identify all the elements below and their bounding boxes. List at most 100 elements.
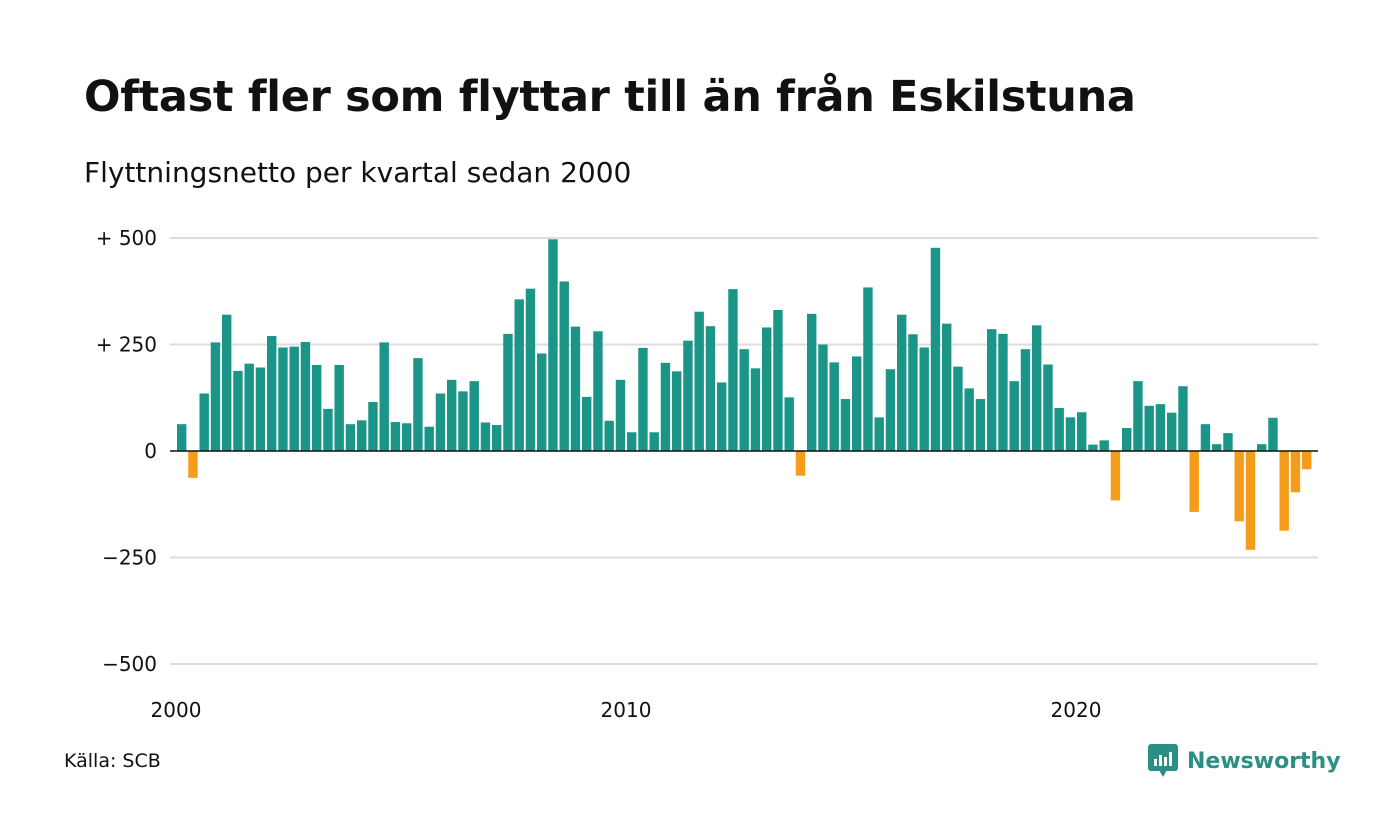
bar — [604, 420, 614, 451]
bar — [469, 381, 479, 451]
bar — [1257, 444, 1267, 451]
bar — [514, 299, 524, 451]
bar — [1043, 364, 1053, 451]
bar — [368, 402, 378, 451]
bar — [930, 247, 941, 451]
bar — [863, 287, 873, 451]
x-tick-label: 2020 — [1051, 698, 1102, 722]
bar — [424, 426, 434, 451]
bar — [739, 349, 749, 451]
bar — [1223, 433, 1233, 451]
bar — [784, 397, 794, 451]
bar — [1099, 440, 1109, 451]
bar — [728, 289, 738, 451]
bar — [1065, 417, 1076, 451]
bar — [953, 366, 963, 451]
bar — [1032, 325, 1042, 451]
bar — [638, 347, 648, 451]
bar — [345, 424, 356, 451]
bar — [818, 344, 828, 451]
bar — [987, 329, 997, 451]
bar — [480, 422, 491, 451]
bar — [840, 399, 851, 451]
bar — [1133, 381, 1143, 451]
bar — [289, 346, 299, 451]
bar — [874, 417, 884, 451]
x-tick-label: 2000 — [151, 698, 202, 722]
bar — [312, 364, 322, 451]
bar — [548, 239, 558, 451]
chart-subtitle: Flyttningsnetto per kvartal sedan 2000 — [84, 156, 632, 189]
bar — [537, 353, 547, 451]
bar — [964, 388, 974, 451]
y-tick-label: 0 — [144, 439, 157, 463]
newsworthy-logo-icon — [1148, 744, 1178, 777]
bar — [1302, 451, 1312, 470]
bar — [694, 311, 704, 451]
bar — [323, 408, 333, 451]
bar — [199, 393, 209, 451]
bar — [672, 371, 682, 451]
bar — [255, 367, 266, 451]
bar — [1200, 424, 1211, 451]
axes: + 500 + 250 0 −250 −500 2000 2010 2020 — [96, 226, 1318, 722]
bar — [750, 368, 761, 451]
chart-title: Oftast fler som flyttar till än från Esk… — [84, 72, 1136, 122]
x-tick-label: 2010 — [601, 698, 652, 722]
bar — [942, 323, 952, 451]
bar — [1290, 451, 1301, 493]
bar — [627, 432, 637, 451]
bar — [582, 396, 592, 451]
bar — [379, 342, 389, 451]
bar — [717, 382, 727, 451]
bar — [1009, 381, 1019, 451]
bar — [244, 363, 254, 451]
bar — [447, 379, 457, 451]
bar — [435, 393, 446, 451]
bar — [413, 358, 423, 451]
bar — [1077, 412, 1087, 451]
bar — [1245, 451, 1256, 550]
bar — [1268, 417, 1278, 451]
y-tick-label: + 500 — [96, 226, 157, 250]
bar — [1234, 451, 1244, 522]
brand-name: Newsworthy — [1187, 748, 1341, 774]
bar — [1212, 444, 1222, 451]
bar — [525, 288, 536, 451]
bar — [1144, 405, 1154, 451]
bar — [300, 341, 311, 451]
bar — [1088, 444, 1098, 451]
bar — [829, 362, 839, 451]
bar — [1279, 451, 1289, 531]
y-tick-label: −500 — [102, 652, 157, 676]
bar — [1020, 349, 1031, 451]
bar — [278, 347, 288, 451]
bars — [177, 239, 1312, 550]
bar — [559, 281, 569, 451]
bar — [919, 347, 929, 451]
bar — [649, 432, 659, 451]
bar — [660, 362, 671, 451]
bar — [1189, 451, 1199, 512]
bar — [492, 425, 502, 451]
bar — [1167, 412, 1177, 451]
bar — [334, 364, 344, 451]
y-tick-label: −250 — [102, 546, 157, 570]
grid-lines — [170, 237, 1318, 665]
bar — [458, 391, 468, 451]
bar — [1178, 386, 1188, 451]
bar — [1054, 407, 1064, 451]
bar — [1155, 404, 1166, 451]
bar — [357, 420, 367, 451]
bar — [593, 331, 603, 451]
bar — [210, 342, 221, 451]
bar — [267, 335, 277, 451]
bar — [852, 356, 862, 451]
bar — [402, 423, 412, 451]
bar — [188, 451, 198, 478]
bar — [885, 369, 896, 451]
bar — [897, 314, 907, 451]
bar — [908, 334, 918, 451]
bar — [795, 451, 806, 476]
